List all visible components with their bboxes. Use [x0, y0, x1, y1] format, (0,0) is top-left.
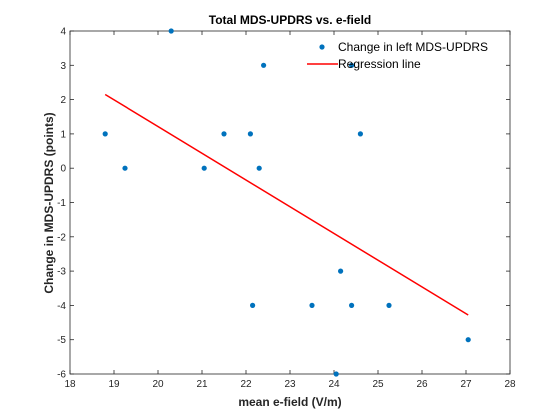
- data-point: [386, 302, 392, 308]
- legend-point-marker: [319, 44, 325, 50]
- regression-line: [104, 93, 469, 316]
- data-point: [168, 28, 174, 34]
- x-tick-label: 23: [284, 379, 296, 390]
- x-tick-label: 22: [240, 379, 252, 390]
- y-tick-label: -5: [57, 335, 66, 346]
- y-axis-label: Change in MDS-UPDRS (points): [42, 112, 56, 293]
- y-tick-label: -4: [57, 301, 66, 312]
- data-point: [465, 337, 471, 343]
- y-tick-label: -6: [57, 370, 66, 381]
- data-point: [122, 165, 128, 171]
- data-point: [256, 165, 262, 171]
- chart-title: Total MDS-UPDRS vs. e-field: [209, 13, 371, 27]
- data-point: [338, 268, 344, 274]
- x-tick-label: 27: [460, 379, 472, 390]
- x-axis-label: mean e-field (V/m): [238, 395, 341, 409]
- y-tick-label: 4: [60, 27, 66, 38]
- data-point: [250, 302, 256, 308]
- y-tick-label: 3: [60, 61, 66, 72]
- data-point: [102, 131, 108, 137]
- y-tick-label: 1: [60, 129, 66, 140]
- data-point: [201, 165, 207, 171]
- x-tick-label: 19: [108, 379, 120, 390]
- y-tick-label: 0: [60, 164, 66, 175]
- data-point: [349, 62, 355, 68]
- y-tick-label: 2: [60, 95, 66, 106]
- legend: Change in left MDS-UPDRS Regression line: [307, 40, 488, 71]
- legend-label: Regression line: [338, 57, 421, 71]
- x-tick-label: 24: [328, 379, 340, 390]
- x-tick-label: 21: [196, 379, 208, 390]
- data-point: [333, 371, 339, 377]
- data-point: [309, 302, 315, 308]
- data-point: [247, 131, 253, 137]
- x-tick-label: 25: [372, 379, 384, 390]
- x-tick-label: 20: [152, 379, 164, 390]
- y-tick-label: -2: [57, 232, 66, 243]
- data-point: [357, 131, 363, 137]
- x-tick-label: 26: [416, 379, 428, 390]
- x-tick-label: 18: [64, 379, 76, 390]
- y-tick-label: -3: [57, 267, 66, 278]
- data-point: [261, 62, 267, 68]
- data-point: [349, 302, 355, 308]
- y-tick-label: -1: [57, 198, 66, 209]
- x-tick-label: 28: [504, 379, 516, 390]
- legend-label: Change in left MDS-UPDRS: [338, 40, 488, 54]
- data-point: [221, 131, 227, 137]
